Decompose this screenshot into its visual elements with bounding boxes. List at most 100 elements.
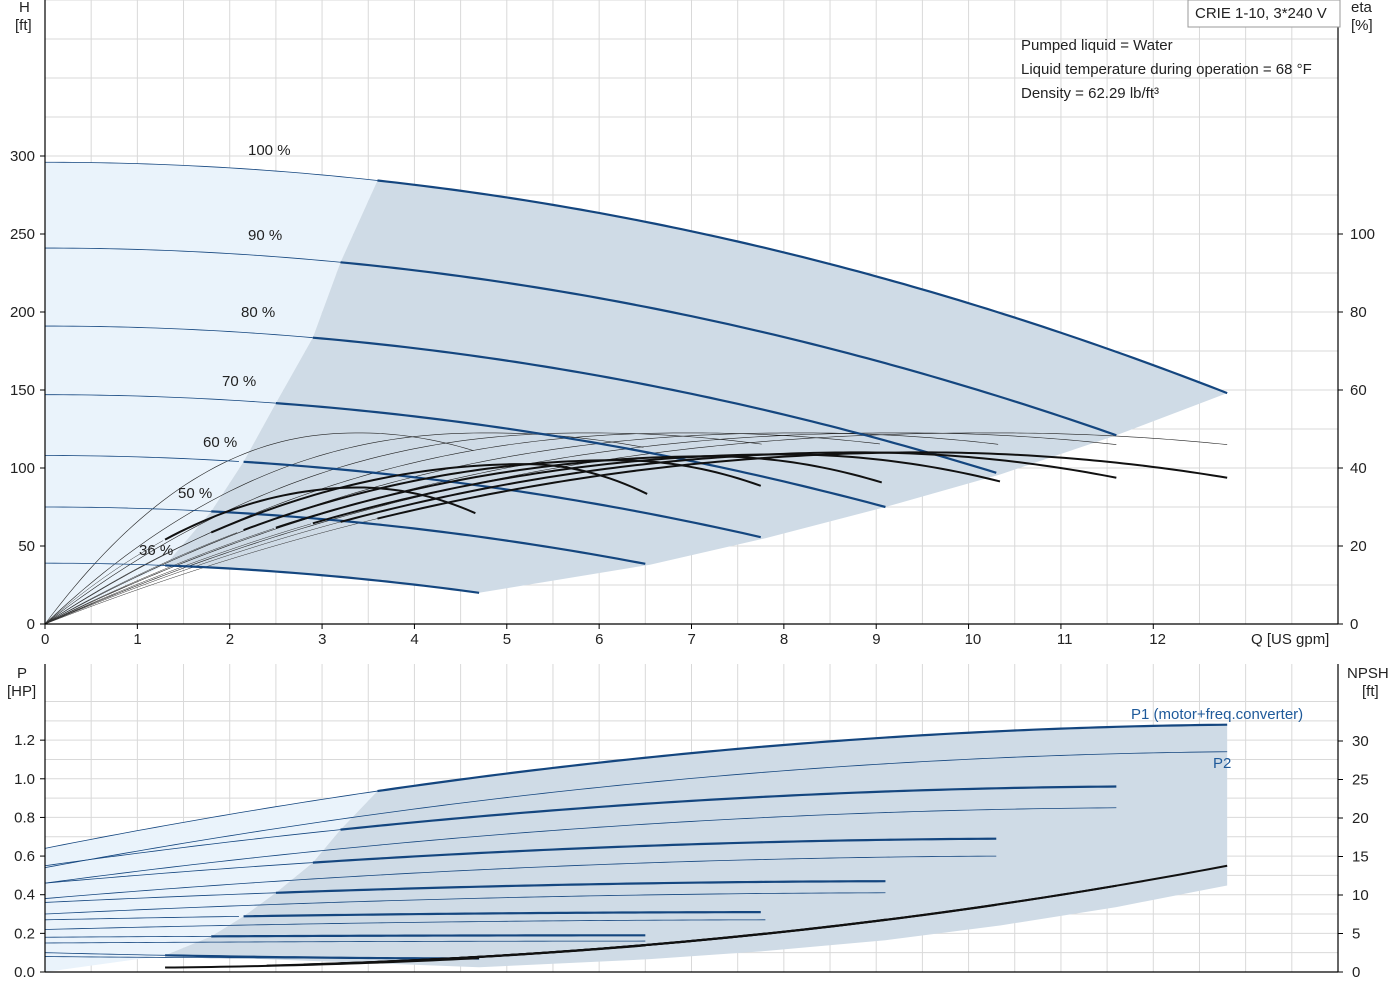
p2-curve-6 — [44, 940, 646, 944]
eta-tick-label: 100 — [1350, 226, 1375, 243]
x-tick-label: 10 — [965, 631, 982, 648]
eta-tick-label: 0 — [1350, 616, 1358, 633]
speed-label-6: 50 % — [178, 485, 212, 502]
p1-curve-3 — [312, 837, 997, 864]
eta-curve-6 — [210, 463, 648, 534]
p2-series-label: P2 — [1213, 755, 1231, 772]
p1-curve-1 — [377, 723, 1228, 793]
speed-label-1: 100 % — [248, 142, 291, 159]
p1-curve-thin-2 — [44, 829, 341, 867]
npsh-tick-label: 0 — [1352, 964, 1360, 981]
title-box-text: CRIE 1-10, 3*240 V — [1195, 5, 1327, 22]
eta-thin-curve-7 — [44, 432, 1228, 625]
top-operating-region — [45, 162, 1228, 625]
p1-curve-2 — [340, 785, 1117, 831]
p2-curve-4 — [44, 892, 886, 915]
p-tick-label: 0.6 — [14, 848, 35, 865]
x-tick-label: 4 — [410, 631, 418, 648]
x-tick-label: 5 — [503, 631, 511, 648]
speed-label-2: 90 % — [248, 227, 282, 244]
eta-tick-label: 40 — [1350, 460, 1367, 477]
x-tick-label: 7 — [688, 631, 696, 648]
head-curve-4 — [275, 402, 886, 509]
eta-curve-1 — [377, 451, 1228, 520]
x-tick-label: 6 — [595, 631, 603, 648]
h-tick-label: 250 — [10, 226, 35, 243]
head-curve-thin-7 — [44, 562, 166, 566]
eta-curve-4 — [275, 455, 883, 529]
h-tick-label: 300 — [10, 148, 35, 165]
x-tick-label: 1 — [133, 631, 141, 648]
bottom-operating-region — [45, 724, 1228, 972]
bottom-left-axis-label-2: [HP] — [7, 683, 36, 700]
top-left-axis-label-2: [ft] — [15, 17, 32, 34]
p2-curve-2 — [44, 807, 1117, 884]
info-liquid-temperature: Liquid temperature during operation = 68… — [1021, 61, 1312, 78]
head-curve-thin-2 — [44, 247, 341, 263]
p-tick-label: 0.2 — [14, 925, 35, 942]
p1-curve-6 — [211, 934, 646, 938]
top-operating-fill — [165, 180, 1228, 593]
speed-label-7: 36 % — [139, 542, 173, 559]
p2-curve-5 — [44, 919, 766, 930]
title-box: CRIE 1-10, 3*240 V — [1187, 0, 1341, 28]
x-tick-label: 12 — [1149, 631, 1166, 648]
p1-curve-7 — [165, 954, 480, 960]
bottom-curves — [44, 723, 1228, 969]
p1-curve-4 — [275, 880, 886, 894]
h-tick-label: 150 — [10, 382, 35, 399]
h-tick-label: 50 — [18, 538, 35, 555]
eta-curve-5 — [243, 459, 762, 532]
x-tick-label: 11 — [1057, 631, 1073, 648]
bottom-right-axis-label-1: NPSH — [1347, 665, 1389, 682]
eta-tick-label: 20 — [1350, 538, 1367, 555]
p1-series-label: P1 (motor+freq.converter) — [1131, 706, 1303, 723]
npsh-tick-label: 15 — [1352, 849, 1369, 866]
eta-origin-line-7 — [44, 540, 164, 625]
head-curve-thin-5 — [44, 455, 239, 462]
eta-origin-line-1 — [44, 518, 378, 625]
top-right-axis-label-2: [%] — [1351, 17, 1373, 34]
head-curve-1 — [377, 179, 1228, 395]
bottom-axes: 0.0 0.2 0.4 0.6 0.8 1.0 1.2 0 5 10 15 20 25 30 — [14, 664, 1369, 981]
head-curve-2 — [340, 261, 1117, 437]
top-right-axis-label-1: eta — [1351, 0, 1373, 16]
x-tick-label: 0 — [41, 631, 49, 648]
eta-tick-label: 60 — [1350, 382, 1367, 399]
eta-origin-line-5 — [44, 532, 238, 625]
p-tick-label: 0.4 — [14, 887, 35, 904]
eta-curve-3 — [312, 453, 1001, 525]
p1-curve-thin-3 — [44, 862, 313, 884]
npsh-tick-label: 30 — [1352, 733, 1369, 750]
top-left-axis-label-1: H — [19, 0, 30, 16]
p-tick-label: 0.0 — [14, 964, 35, 981]
bottom-right-axis-label-2: [ft] — [1362, 683, 1379, 700]
info-density: Density = 62.29 lb/ft³ — [1021, 85, 1159, 102]
head-curve-3 — [312, 336, 997, 474]
eta-thin-curve-1 — [44, 432, 474, 625]
p1-curve-5 — [243, 911, 761, 918]
eta-tick-label: 80 — [1350, 304, 1367, 321]
npsh-curve-7 — [165, 957, 480, 969]
head-curve-thin-1 — [44, 161, 378, 181]
speed-label-3: 80 % — [241, 304, 275, 321]
p1-curve-thin-4 — [44, 892, 276, 903]
npsh-tick-label: 25 — [1352, 772, 1369, 789]
top-axes: 0 1 2 3 4 5 6 7 8 9 10 11 12050100150200250300020406… — [10, 0, 1375, 648]
eta-thin-curve-3 — [44, 432, 762, 625]
x-axis-label: Q [US gpm] — [1251, 631, 1329, 648]
p-tick-label: 1.2 — [14, 732, 35, 749]
p1-curve-thin-5 — [44, 915, 239, 921]
npsh-tick-label: 5 — [1352, 926, 1360, 943]
p-tick-label: 1.0 — [14, 771, 35, 788]
x-tick-label: 2 — [226, 631, 234, 648]
h-tick-label: 100 — [10, 460, 35, 477]
info-pumped-liquid: Pumped liquid = Water — [1021, 37, 1173, 54]
npsh-tick-label: 10 — [1352, 887, 1369, 904]
p1-curve-thin-1 — [44, 790, 378, 849]
h-tick-label: 200 — [10, 304, 35, 321]
x-tick-label: 8 — [780, 631, 788, 648]
eta-origin-line-4 — [44, 528, 275, 625]
top-light-region — [45, 162, 378, 625]
